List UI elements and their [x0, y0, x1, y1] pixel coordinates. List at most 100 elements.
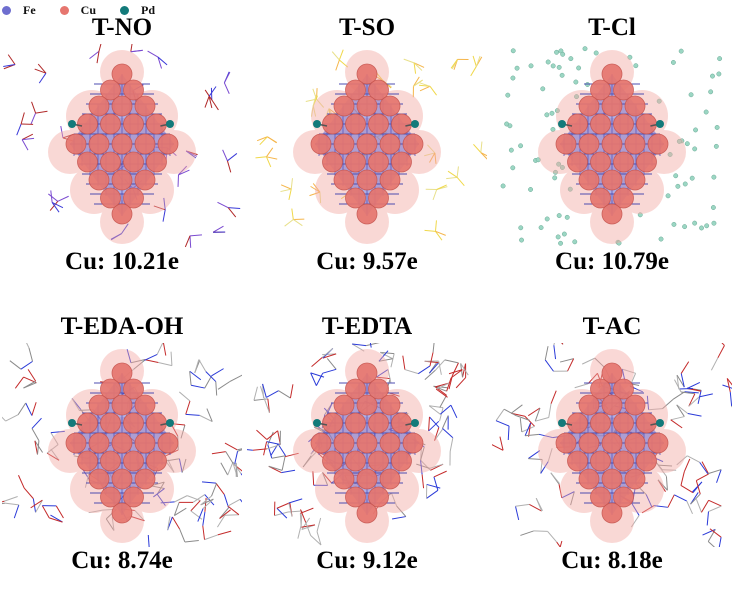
cu-atom — [613, 79, 634, 101]
ligand-molecule — [222, 149, 238, 173]
cu-atom — [590, 486, 611, 508]
cu-atom — [624, 169, 646, 191]
ligand-molecule — [722, 378, 732, 408]
cu-atom — [578, 432, 600, 454]
ligand-molecule — [299, 507, 316, 530]
cu-atom — [77, 151, 98, 173]
cluster-visualization — [2, 343, 242, 547]
cu-atom — [333, 169, 355, 191]
ligand-molecule — [419, 82, 437, 96]
ligand-molecule — [178, 391, 213, 422]
chloride-ion — [518, 225, 524, 231]
chloride-ion — [667, 152, 673, 157]
chloride-ion — [627, 54, 633, 60]
cu-atom — [356, 394, 378, 416]
ligand-molecule — [428, 404, 458, 422]
ligand-molecule — [150, 481, 166, 506]
ligand-molecule — [194, 359, 218, 396]
ligand-molecule — [520, 530, 561, 547]
pd-atoms — [313, 120, 419, 128]
cu-atom — [356, 468, 378, 490]
cluster-svg — [492, 343, 732, 547]
cu-atom — [100, 378, 121, 400]
ligand-molecule — [184, 234, 202, 248]
cu-atom — [402, 133, 424, 155]
cu-atom — [578, 95, 600, 117]
legend-label-cu: Cu — [80, 2, 96, 17]
pd-atom — [313, 120, 321, 128]
chloride-ion — [671, 221, 677, 227]
chloride-ion — [558, 240, 564, 246]
cu-atom — [578, 468, 600, 490]
cu-atom — [379, 432, 401, 454]
pd-atom — [166, 120, 174, 128]
ligand-molecule — [425, 470, 447, 499]
chloride-ion — [675, 183, 681, 189]
chloride-ion — [684, 141, 690, 147]
cu-atom — [624, 468, 646, 490]
ligand-molecule — [253, 386, 270, 413]
cu-atom — [123, 412, 144, 434]
cu-atom — [590, 412, 611, 434]
ligand-molecule — [300, 509, 322, 546]
ligand-molecule — [247, 430, 281, 451]
panel-t-ac: T-AC Cu: 8.18e — [490, 299, 734, 598]
ligand-molecule — [204, 86, 217, 109]
cu-atom — [624, 133, 646, 155]
cu-atom — [613, 113, 634, 135]
ligand-molecule — [412, 76, 423, 98]
panel-title: T-Cl — [588, 14, 636, 41]
chloride-ion — [682, 224, 688, 230]
ligand-molecule — [670, 404, 702, 429]
cu-atom — [322, 412, 343, 434]
cu-atom — [157, 133, 179, 155]
ligand-molecule — [425, 184, 448, 201]
cu-atom — [345, 450, 366, 472]
chloride-ion — [576, 65, 582, 71]
cu-atom — [636, 113, 657, 135]
chloride-ion — [510, 165, 516, 171]
cu-atom — [368, 378, 389, 400]
chloride-ion — [544, 216, 550, 222]
cu-atom — [111, 63, 133, 85]
cu-atom — [601, 95, 623, 117]
cu-atom — [100, 187, 121, 209]
ligand-molecule — [435, 382, 450, 408]
cu-atom — [134, 95, 156, 117]
cu-atom — [111, 169, 133, 191]
cu-atom — [379, 468, 401, 490]
ligand-molecule — [450, 58, 469, 70]
cu-atom — [157, 432, 179, 454]
panel-t-no: T-NO Cu: 10.21e — [0, 0, 244, 299]
panel-title: T-AC — [582, 313, 642, 340]
legend-label-fe: Fe — [23, 2, 36, 17]
chloride-ion — [688, 92, 694, 98]
ligand-molecule — [428, 416, 443, 441]
cu-atom — [356, 133, 378, 155]
cluster-svg — [3, 44, 241, 248]
chloride-ion — [711, 174, 717, 180]
cu-atom — [111, 502, 133, 524]
cu-atoms — [65, 362, 179, 524]
ligand-molecule — [510, 404, 535, 433]
chloride-ion — [554, 108, 560, 114]
cu-atom — [567, 412, 588, 434]
cu-atom — [123, 79, 144, 101]
cu-atom — [123, 378, 144, 400]
chloride-ion — [559, 165, 565, 170]
ligand-molecule — [544, 346, 575, 372]
pd-atoms — [68, 120, 174, 128]
cu-atom — [134, 468, 156, 490]
cluster-visualization — [2, 44, 242, 248]
ligand-molecule — [473, 141, 487, 160]
pd-atom — [313, 419, 321, 427]
cluster-svg — [2, 343, 242, 547]
chloride-ion — [692, 146, 698, 152]
legend-item-pd: Pd — [120, 3, 155, 18]
chloride-ion — [567, 186, 573, 192]
cu-atom — [368, 486, 389, 508]
ligand-molecule — [311, 347, 337, 367]
chloride-ion — [711, 220, 717, 226]
ligand-molecule — [524, 422, 567, 439]
cu-atom — [123, 187, 144, 209]
